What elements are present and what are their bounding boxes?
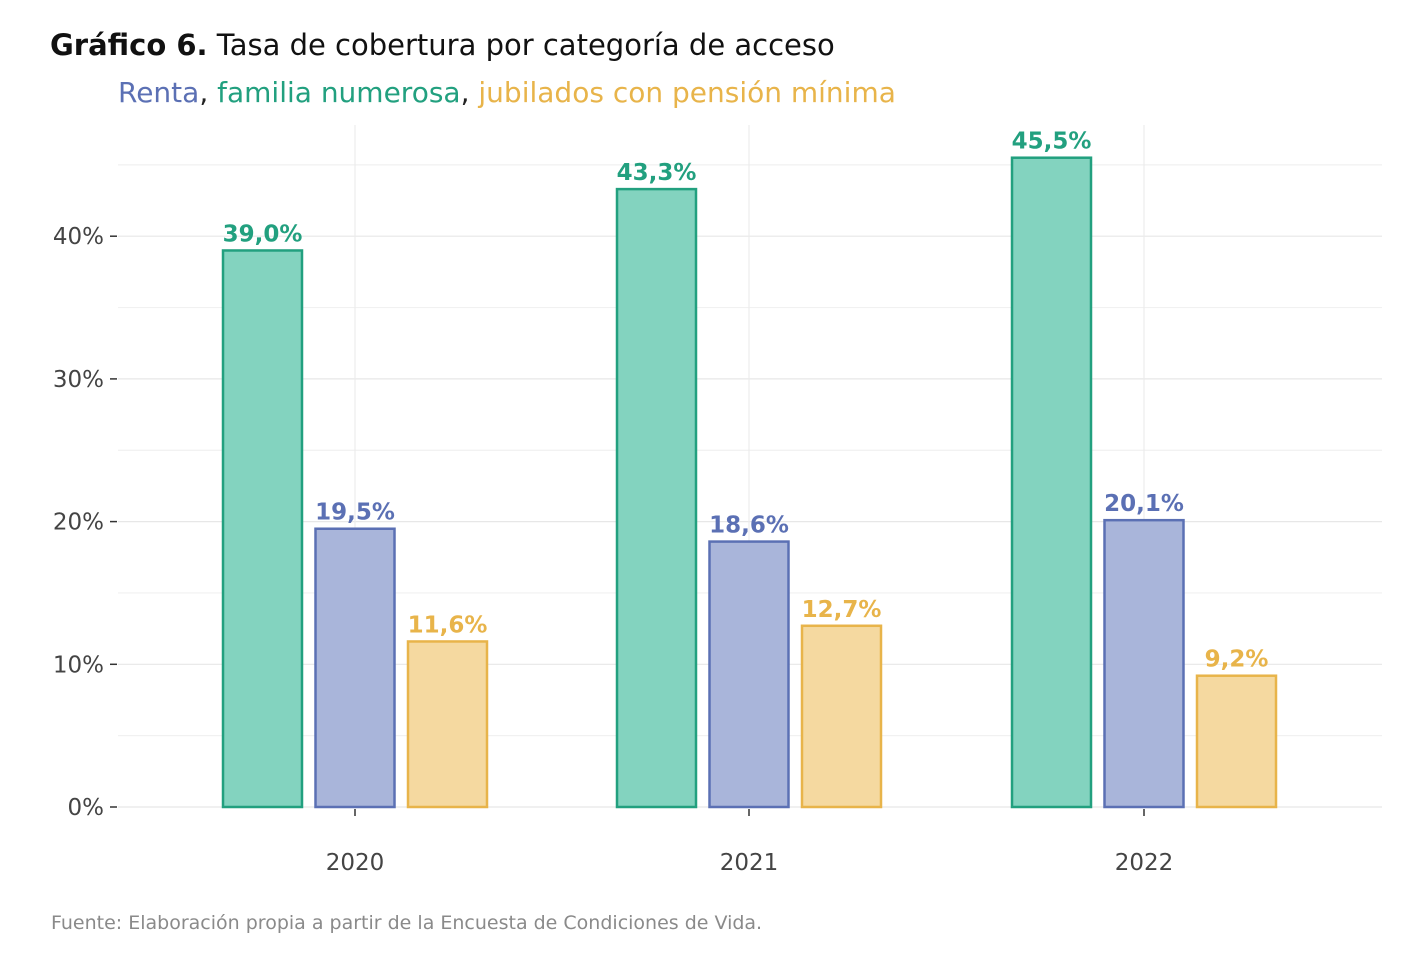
bar-value-label: 39,0%	[223, 221, 303, 247]
y-tick-label: 10%	[53, 652, 104, 678]
bar-value-label: 9,2%	[1205, 647, 1269, 673]
y-tick-label: 30%	[53, 367, 104, 393]
legend-renta: Renta	[118, 76, 200, 109]
bar	[314, 527, 396, 809]
bar-value-label: 11,6%	[408, 612, 488, 638]
bar	[800, 624, 883, 809]
data-labels: 39,0% 43,3% 45,5% 19,5% 18,6% 20,1% 11,6% 12,7%…	[223, 129, 1269, 673]
y-tick-label: 40%	[53, 224, 104, 250]
legend-jubilados: jubilados con pensión mínima	[478, 76, 896, 109]
bar-chart: 0% 10% 20% 30% 40% 2020 2021 2022 39,0% 43,3% 45,…	[53, 125, 1382, 876]
source-note: Fuente: Elaboración propia a partir de l…	[51, 912, 763, 934]
bar-value-label: 18,6%	[709, 513, 789, 539]
bar	[406, 640, 489, 809]
bar-value-label: 19,5%	[315, 500, 395, 526]
chart-subtitle-legend: Renta, familia numerosa, jubilados con p…	[118, 76, 896, 109]
bar-value-label: 45,5%	[1012, 129, 1092, 155]
bars	[221, 156, 1278, 809]
x-tick-label: 2022	[1115, 850, 1174, 876]
bar	[708, 540, 790, 809]
x-tick-label: 2021	[720, 850, 779, 876]
chart-title: Gráfico 6. Tasa de cobertura por categor…	[50, 28, 835, 62]
x-tick-label: 2020	[326, 850, 385, 876]
bar	[615, 187, 698, 809]
axes: 0% 10% 20% 30% 40% 2020 2021 2022	[53, 224, 1173, 876]
bar-value-label: 43,3%	[617, 160, 697, 186]
y-tick-label: 0%	[68, 795, 105, 821]
chart-title-text: Tasa de cobertura por categoría de acces…	[216, 28, 835, 62]
bar	[1010, 156, 1093, 809]
y-tick-label: 20%	[53, 510, 104, 536]
bar-value-label: 20,1%	[1104, 491, 1184, 517]
legend-separator: ,	[460, 76, 479, 109]
bar-value-label: 12,7%	[802, 597, 882, 623]
bar	[221, 249, 304, 809]
bar	[1103, 518, 1185, 809]
bar	[1195, 674, 1278, 809]
chart-title-number: Gráfico 6.	[50, 28, 208, 62]
legend-separator: ,	[199, 76, 218, 109]
legend-familia-numerosa: familia numerosa	[217, 76, 461, 109]
